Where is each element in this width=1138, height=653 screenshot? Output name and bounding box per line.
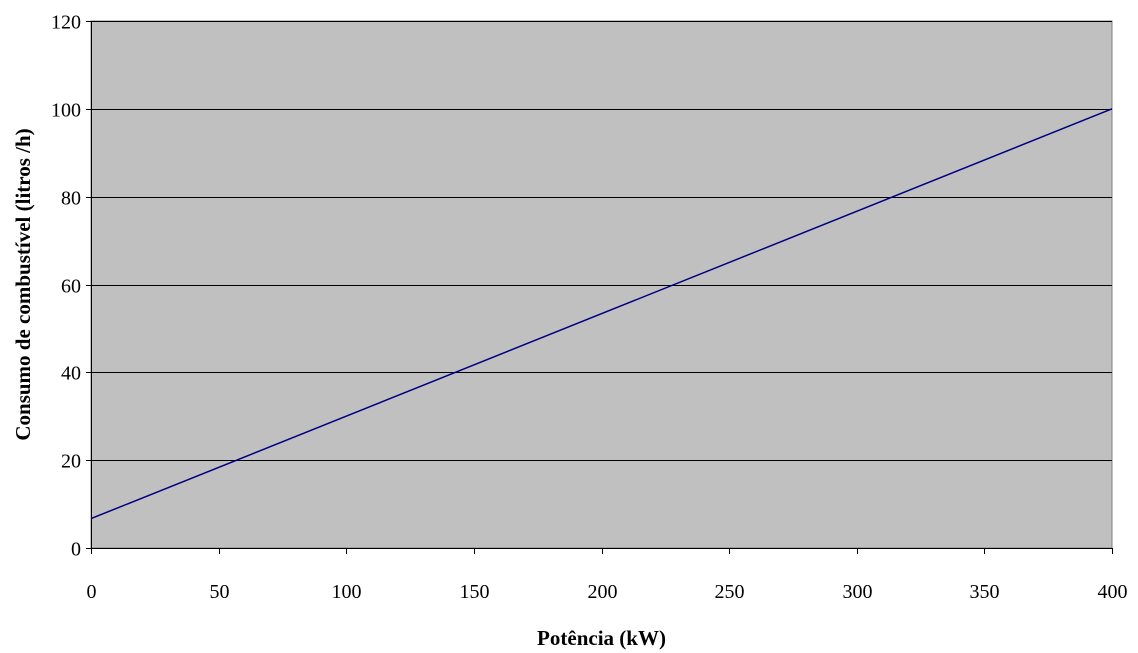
x-tick-label: 300 (843, 581, 873, 603)
plot-area (90, 20, 1113, 549)
y-tick-label: 60 (61, 276, 81, 298)
y-tick-label: 100 (51, 100, 81, 122)
x-tick-label: 0 (87, 581, 97, 603)
y-tick-label: 120 (51, 12, 81, 34)
tick-labels: 0 20 40 60 80 100 120 0 50 100 150 200 250 300 350 400 (51, 12, 1128, 604)
x-axis-title: Potência (kW) (537, 626, 666, 650)
series-line (90, 108, 1113, 520)
x-tick-label: 200 (588, 581, 618, 603)
x-tick-label: 400 (1098, 581, 1128, 603)
x-tick-label: 350 (970, 581, 1000, 603)
y-tick-label: 20 (61, 451, 81, 473)
y-tick-label: 40 (61, 363, 81, 385)
x-tick-label: 150 (460, 581, 490, 603)
series-layer (90, 108, 1113, 520)
y-tick-label: 80 (61, 188, 81, 210)
gridlines (91, 21, 1112, 461)
x-tick-label: 100 (332, 581, 362, 603)
x-tick-label: 50 (210, 581, 230, 603)
y-tick-label: 0 (71, 539, 81, 561)
y-axis-title: Consumo de combustível (litros /h) (11, 128, 35, 440)
axes (86, 21, 1113, 554)
x-tick-label: 250 (715, 581, 745, 603)
